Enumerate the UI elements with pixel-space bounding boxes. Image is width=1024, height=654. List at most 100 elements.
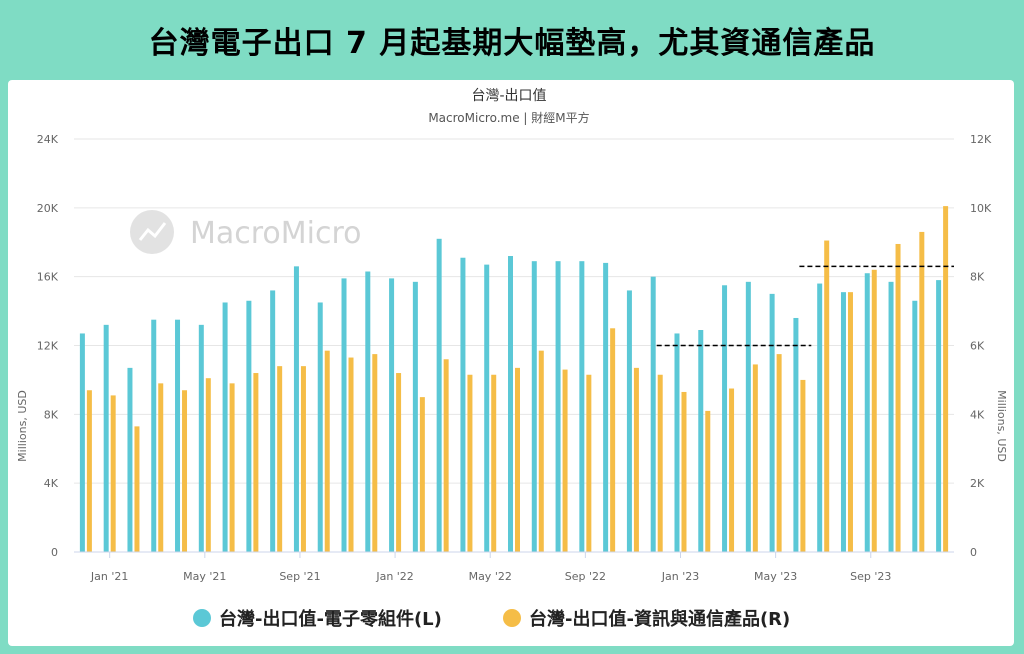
bar-ict[interactable] [800, 379, 806, 552]
bar-ict[interactable] [586, 374, 592, 552]
bar-ict[interactable] [229, 383, 235, 552]
bar-ict[interactable] [396, 373, 402, 552]
y-axis-title-left: Millions, USD [16, 390, 29, 462]
bar-ict[interactable] [253, 373, 259, 552]
y-tick-label-right: 10K [970, 202, 992, 215]
bar-electronics[interactable] [912, 300, 918, 552]
y-tick-label-right: 8K [970, 271, 985, 284]
legend-label-ict: 台灣-出口值-資訊與通信產品(R) [529, 608, 790, 630]
bar-ict[interactable] [705, 410, 711, 552]
bar-electronics[interactable] [722, 285, 728, 552]
bar-electronics[interactable] [555, 261, 561, 552]
bar-electronics[interactable] [626, 290, 632, 552]
bar-ict[interactable] [657, 374, 663, 552]
bar-electronics[interactable] [317, 302, 323, 552]
bar-ict[interactable] [467, 374, 473, 552]
bar-electronics[interactable] [745, 281, 751, 552]
bar-ict[interactable] [729, 388, 735, 552]
bar-electronics[interactable] [389, 278, 395, 552]
reference-lines [656, 265, 954, 347]
bar-electronics[interactable] [198, 324, 204, 552]
bar-electronics[interactable] [222, 302, 228, 552]
bar-electronics[interactable] [769, 293, 775, 552]
chart-subtitle: MacroMicro.me | 財經M平方 [428, 110, 589, 125]
bar-electronics[interactable] [127, 367, 133, 552]
bar-ict[interactable] [491, 374, 497, 552]
y-tick-label-left: 8K [44, 408, 59, 421]
bar-electronics[interactable] [508, 256, 513, 552]
x-tick-label: Sep '23 [850, 570, 891, 583]
bar-electronics[interactable] [293, 266, 299, 552]
bar-ict[interactable] [182, 390, 188, 552]
bar-electronics[interactable] [341, 278, 347, 552]
bar-electronics[interactable] [246, 300, 252, 552]
bar-electronics[interactable] [864, 273, 870, 552]
bar-electronics[interactable] [412, 281, 418, 552]
bar-electronics[interactable] [888, 281, 894, 552]
legend-item-electronics[interactable]: 台灣-出口值-電子零組件(L) [193, 608, 442, 630]
x-tick-label: Sep '21 [279, 570, 320, 583]
x-axis: Jan '21 May '21 Sep '21 Jan '22 May '22 Sep '… [74, 551, 954, 583]
y-tick-label-right: 6K [970, 340, 985, 353]
x-tick-label: May '22 [469, 570, 512, 583]
bar-ict[interactable] [158, 383, 164, 552]
bar-ict[interactable] [824, 240, 830, 552]
legend-item-ict[interactable]: 台灣-出口值-資訊與通信產品(R) [503, 608, 790, 630]
bar-ict[interactable] [752, 364, 758, 552]
bar-electronics[interactable] [531, 261, 537, 552]
bar-electronics[interactable] [175, 319, 181, 552]
bar-electronics[interactable] [817, 283, 823, 552]
bar-ict[interactable] [443, 359, 449, 552]
bar-electronics[interactable] [151, 319, 157, 552]
bar-ict[interactable] [205, 378, 211, 552]
bar-electronics[interactable] [674, 333, 680, 552]
bar-electronics[interactable] [460, 257, 466, 552]
bar-electronics[interactable] [436, 238, 442, 552]
bar-ict[interactable] [681, 391, 687, 552]
bar-ict[interactable] [895, 243, 901, 553]
legend-marker-electronics [193, 609, 211, 627]
bar-electronics[interactable] [698, 330, 704, 552]
right-axis: 0 2K 4K 6K 8K 10K 12K [970, 133, 992, 559]
bars [79, 206, 949, 553]
bar-electronics[interactable] [793, 317, 799, 552]
watermark: MacroMicro [130, 210, 362, 254]
bar-ict[interactable] [776, 354, 782, 552]
bar-ict[interactable] [871, 269, 877, 552]
bar-ict[interactable] [633, 367, 639, 552]
y-tick-label-left: 0 [51, 546, 58, 559]
bar-ict[interactable] [562, 369, 568, 552]
banner-title: 台灣電子出口 7 月起基期大幅墊高，尤其資通信產品 [148, 26, 876, 61]
x-tick-label: Jan '23 [661, 570, 699, 583]
y-tick-label-left: 20K [37, 202, 59, 215]
y-tick-label-right: 0 [970, 546, 977, 559]
bar-ict[interactable] [277, 366, 283, 552]
bar-ict[interactable] [419, 397, 425, 552]
bar-electronics[interactable] [936, 280, 942, 552]
bar-electronics[interactable] [840, 292, 846, 552]
x-tick-label: Sep '22 [565, 570, 606, 583]
bar-ict[interactable] [515, 367, 520, 552]
bar-ict[interactable] [86, 390, 92, 552]
bar-electronics[interactable] [579, 261, 585, 552]
bar-electronics[interactable] [603, 262, 609, 552]
bar-ict[interactable] [324, 350, 330, 552]
bar-electronics[interactable] [484, 264, 490, 552]
bar-electronics[interactable] [103, 324, 109, 552]
bar-electronics[interactable] [270, 290, 276, 552]
bar-ict[interactable] [919, 231, 925, 553]
bar-electronics[interactable] [650, 276, 656, 552]
bar-ict[interactable] [348, 357, 354, 552]
bar-ict[interactable] [300, 366, 306, 552]
bar-ict[interactable] [538, 350, 544, 552]
bar-ict[interactable] [134, 426, 140, 552]
bar-ict[interactable] [847, 292, 853, 552]
bar-ict[interactable] [110, 395, 116, 552]
y-tick-label-left: 16K [37, 271, 59, 284]
legend: 台灣-出口值-電子零組件(L) 台灣-出口值-資訊與通信產品(R) [193, 608, 790, 630]
bar-electronics[interactable] [365, 271, 371, 552]
bar-ict[interactable] [610, 328, 616, 552]
bar-ict[interactable] [943, 206, 949, 553]
bar-electronics[interactable] [79, 333, 85, 552]
bar-ict[interactable] [372, 354, 378, 552]
